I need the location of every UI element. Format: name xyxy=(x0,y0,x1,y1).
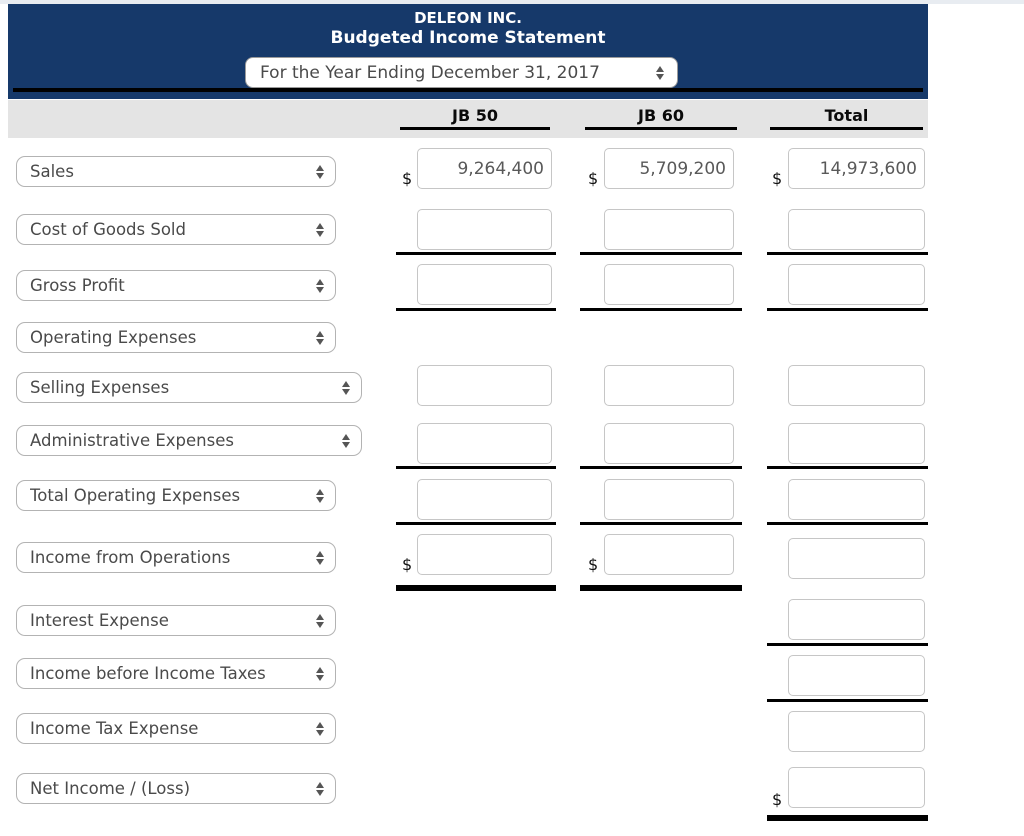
statement-title: Budgeted Income Statement xyxy=(330,28,606,48)
input-net-income-total[interactable] xyxy=(788,767,925,808)
column-header-jb60: JB 60 xyxy=(638,106,684,125)
double-rule xyxy=(580,585,742,591)
dollar-sign: $ xyxy=(772,790,783,809)
account-select-gross-profit[interactable]: Gross Profit xyxy=(16,270,336,301)
account-select-income-from-operations[interactable]: Income from Operations xyxy=(16,542,336,573)
account-select-label: Cost of Goods Sold xyxy=(30,220,186,239)
input-income-from-ops-jb50[interactable] xyxy=(417,534,552,575)
single-rule xyxy=(767,699,928,702)
period-select[interactable]: For the Year Ending December 31, 2017 xyxy=(245,57,678,88)
input-selling-expenses-total[interactable] xyxy=(788,365,925,406)
select-arrows-icon xyxy=(315,164,325,179)
account-select-label: Income from Operations xyxy=(30,548,231,567)
input-income-before-taxes-total[interactable] xyxy=(788,655,925,696)
input-gross-profit-jb60[interactable] xyxy=(604,264,734,305)
dollar-sign: $ xyxy=(588,169,599,188)
input-admin-expenses-jb50[interactable] xyxy=(417,423,552,464)
select-arrows-icon xyxy=(341,380,351,395)
account-select-selling-expenses[interactable]: Selling Expenses xyxy=(16,372,362,403)
input-income-tax-expense-total[interactable] xyxy=(788,711,925,752)
single-rule xyxy=(396,252,556,255)
account-select-label: Operating Expenses xyxy=(30,328,197,347)
column-header-rule-jb50 xyxy=(400,127,550,130)
column-header-band xyxy=(8,100,928,138)
input-cogs-jb60[interactable] xyxy=(604,209,734,250)
account-select-net-income-loss[interactable]: Net Income / (Loss) xyxy=(16,773,336,804)
input-gross-profit-jb50[interactable] xyxy=(417,264,552,305)
account-select-label: Selling Expenses xyxy=(30,378,170,397)
single-rule xyxy=(767,252,928,255)
account-select-label: Administrative Expenses xyxy=(30,431,234,450)
account-select-interest-expense[interactable]: Interest Expense xyxy=(16,605,336,636)
account-select-total-operating-expenses[interactable]: Total Operating Expenses xyxy=(16,480,336,511)
header-divider-rule xyxy=(13,88,923,92)
input-total-opex-total[interactable] xyxy=(788,479,925,520)
period-select-value: For the Year Ending December 31, 2017 xyxy=(260,62,600,83)
dollar-sign: $ xyxy=(772,169,783,188)
select-arrows-icon xyxy=(315,222,325,237)
single-rule xyxy=(767,643,928,646)
column-header-jb50: JB 50 xyxy=(452,106,498,125)
account-select-label: Income before Income Taxes xyxy=(30,664,266,683)
input-interest-expense-total[interactable] xyxy=(788,599,925,640)
single-rule xyxy=(767,466,928,469)
select-arrows-icon xyxy=(315,278,325,293)
select-arrows-icon xyxy=(315,330,325,345)
double-rule xyxy=(767,815,928,821)
input-total-opex-jb60[interactable] xyxy=(604,479,734,520)
input-admin-expenses-total[interactable] xyxy=(788,423,925,464)
account-select-sales[interactable]: Sales xyxy=(16,156,336,187)
account-select-income-before-income-taxes[interactable]: Income before Income Taxes xyxy=(16,658,336,689)
double-rule xyxy=(396,585,556,591)
select-arrows-icon xyxy=(315,666,325,681)
input-cogs-total[interactable] xyxy=(788,209,925,250)
company-name: DELEON INC. xyxy=(414,9,522,27)
single-rule xyxy=(580,308,742,311)
single-rule xyxy=(396,466,556,469)
account-select-income-tax-expense[interactable]: Income Tax Expense xyxy=(16,713,336,744)
input-total-opex-jb50[interactable] xyxy=(417,479,552,520)
account-select-operating-expenses[interactable]: Operating Expenses xyxy=(16,322,336,353)
select-arrows-icon xyxy=(315,550,325,565)
account-select-label: Income Tax Expense xyxy=(30,719,199,738)
account-select-administrative-expenses[interactable]: Administrative Expenses xyxy=(16,425,362,456)
account-select-label: Net Income / (Loss) xyxy=(30,779,191,798)
single-rule xyxy=(396,308,556,311)
single-rule xyxy=(580,252,742,255)
input-admin-expenses-jb60[interactable] xyxy=(604,423,734,464)
select-arrows-icon xyxy=(315,613,325,628)
dollar-sign: $ xyxy=(402,555,413,574)
input-cogs-jb50[interactable] xyxy=(417,209,552,250)
account-select-label: Gross Profit xyxy=(30,276,125,295)
input-gross-profit-total[interactable] xyxy=(788,264,925,305)
column-header-rule-jb60 xyxy=(585,127,737,130)
input-sales-total[interactable] xyxy=(788,148,925,189)
input-selling-expenses-jb50[interactable] xyxy=(417,365,552,406)
input-selling-expenses-jb60[interactable] xyxy=(604,365,734,406)
input-sales-jb60[interactable] xyxy=(604,148,734,189)
account-select-cost-of-goods-sold[interactable]: Cost of Goods Sold xyxy=(16,214,336,245)
select-arrows-icon xyxy=(341,433,351,448)
account-select-label: Total Operating Expenses xyxy=(30,486,241,505)
select-arrows-icon xyxy=(315,781,325,796)
column-header-rule-total xyxy=(770,127,923,130)
input-income-from-ops-total[interactable] xyxy=(788,538,925,579)
column-header-total: Total xyxy=(824,106,869,125)
single-rule xyxy=(580,466,742,469)
select-arrows-icon xyxy=(655,65,665,80)
page-top-strip xyxy=(0,0,1024,4)
dollar-sign: $ xyxy=(402,169,413,188)
single-rule xyxy=(767,308,928,311)
single-rule xyxy=(396,522,556,525)
input-sales-jb50[interactable] xyxy=(417,148,552,189)
account-select-label: Interest Expense xyxy=(30,611,169,630)
single-rule xyxy=(767,522,928,525)
single-rule xyxy=(580,522,742,525)
select-arrows-icon xyxy=(315,488,325,503)
account-select-label: Sales xyxy=(30,162,74,181)
input-income-from-ops-jb60[interactable] xyxy=(604,534,734,575)
dollar-sign: $ xyxy=(588,555,599,574)
select-arrows-icon xyxy=(315,721,325,736)
